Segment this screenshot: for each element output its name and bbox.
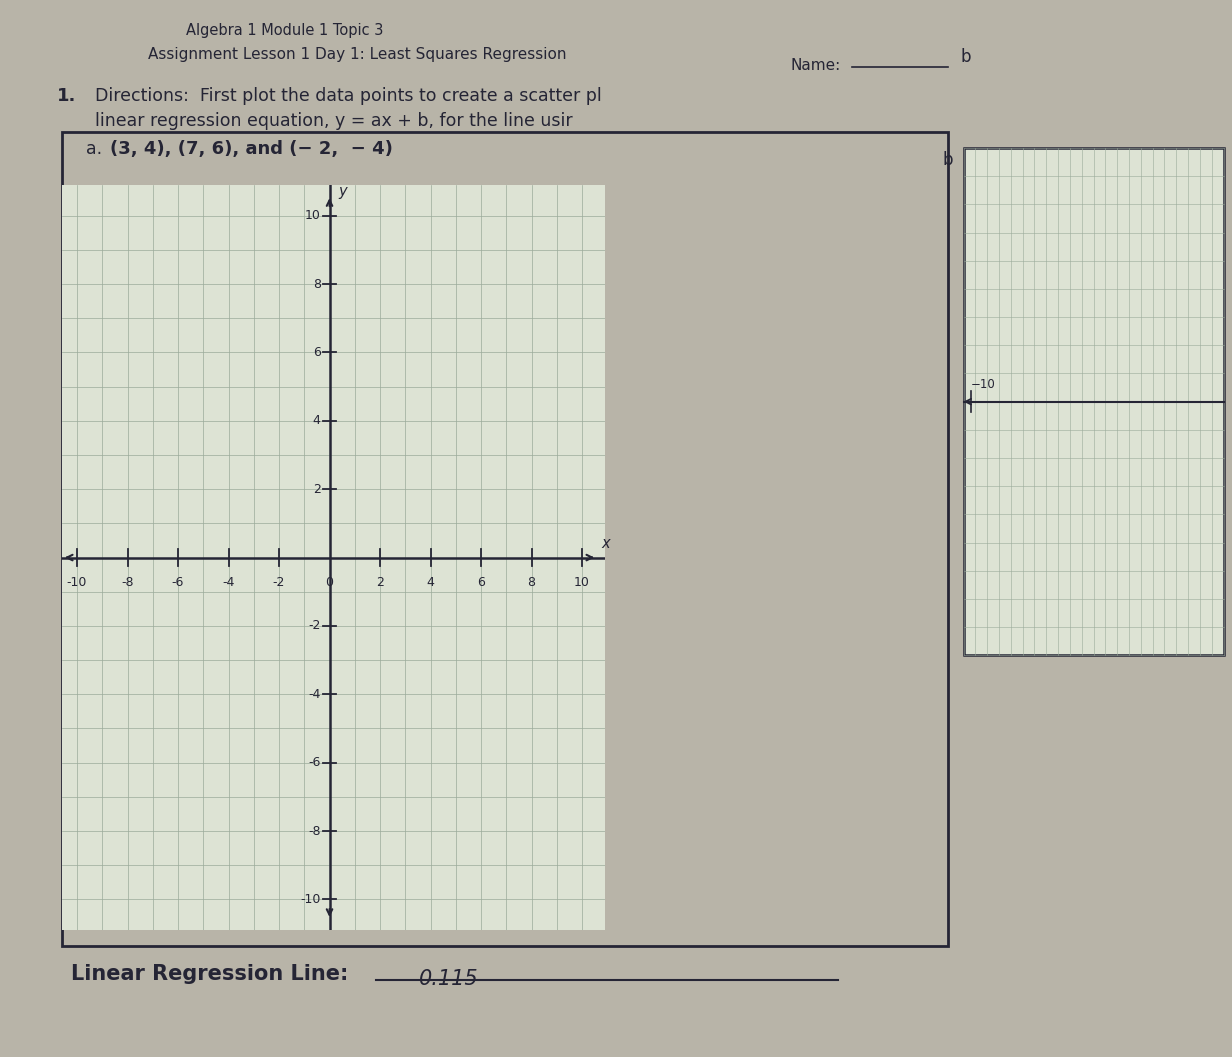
Text: 8: 8	[527, 576, 536, 590]
Text: 10: 10	[574, 576, 590, 590]
Text: -10: -10	[67, 576, 87, 590]
Text: 2: 2	[376, 576, 384, 590]
Text: y: y	[339, 184, 347, 200]
Text: -4: -4	[222, 576, 235, 590]
Text: b: b	[961, 48, 971, 66]
Text: 0: 0	[325, 576, 334, 590]
Text: 4: 4	[313, 414, 320, 427]
Text: b: b	[942, 151, 954, 169]
Text: x: x	[601, 536, 610, 552]
Text: 0.115: 0.115	[419, 969, 479, 989]
Text: -4: -4	[308, 688, 320, 701]
Text: -2: -2	[308, 619, 320, 632]
Text: -2: -2	[272, 576, 286, 590]
Text: 2: 2	[313, 483, 320, 496]
Text: linear regression equation, y = ax + b, for the line usir: linear regression equation, y = ax + b, …	[95, 112, 573, 130]
Text: Linear Regression Line:: Linear Regression Line:	[71, 964, 349, 984]
Text: -6: -6	[308, 756, 320, 769]
Text: 4: 4	[426, 576, 435, 590]
Text: -6: -6	[171, 576, 185, 590]
Text: 6: 6	[477, 576, 485, 590]
Text: (3, 4), (7, 6), and (− 2,  − 4): (3, 4), (7, 6), and (− 2, − 4)	[110, 140, 393, 157]
Text: 6: 6	[313, 346, 320, 359]
Text: Name:: Name:	[791, 58, 840, 73]
Text: 10: 10	[304, 209, 320, 222]
Text: -8: -8	[121, 576, 134, 590]
Text: -8: -8	[308, 824, 320, 837]
Text: 8: 8	[313, 278, 320, 291]
Text: a.: a.	[86, 140, 102, 157]
Text: −10: −10	[971, 378, 995, 391]
Text: 1.: 1.	[57, 87, 76, 105]
Text: Algebra 1 Module 1 Topic 3: Algebra 1 Module 1 Topic 3	[186, 23, 383, 38]
Text: Assignment Lesson 1 Day 1: Least Squares Regression: Assignment Lesson 1 Day 1: Least Squares…	[148, 47, 567, 61]
FancyBboxPatch shape	[963, 148, 1223, 655]
Text: Directions:  First plot the data points to create a scatter pl: Directions: First plot the data points t…	[95, 87, 602, 105]
Text: -10: -10	[301, 893, 320, 906]
